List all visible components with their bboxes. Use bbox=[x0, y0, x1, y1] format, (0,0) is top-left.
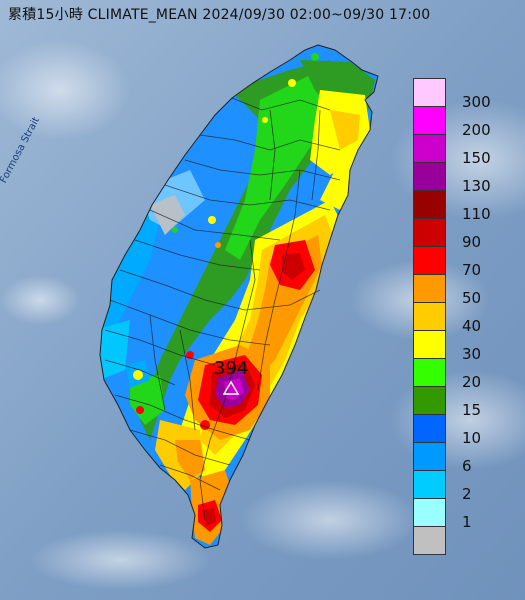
map-title: 累積15小時 CLIMATE_MEAN 2024/09/30 02:00~09/… bbox=[8, 7, 431, 23]
legend-swatch bbox=[413, 470, 446, 499]
legend-label: 40 bbox=[462, 317, 482, 335]
legend-label: 130 bbox=[462, 177, 491, 195]
legend-swatch bbox=[413, 106, 446, 135]
legend-swatch bbox=[413, 330, 446, 359]
rainfall-legend-colorbar bbox=[413, 78, 446, 555]
legend-label: 30 bbox=[462, 345, 482, 363]
legend-label: 110 bbox=[462, 205, 491, 223]
max-rainfall-value: 394 bbox=[214, 358, 249, 379]
legend-swatch bbox=[413, 442, 446, 471]
legend-label: 300 bbox=[462, 93, 491, 111]
legend-swatch bbox=[413, 78, 446, 107]
legend-label: 20 bbox=[462, 373, 482, 391]
legend-swatch bbox=[413, 302, 446, 331]
legend-swatch bbox=[413, 218, 446, 247]
legend-swatch bbox=[413, 498, 446, 527]
legend-swatch bbox=[413, 358, 446, 387]
legend-swatch bbox=[413, 386, 446, 415]
legend-swatch bbox=[413, 526, 446, 555]
legend-swatch bbox=[413, 246, 446, 275]
legend-swatch bbox=[413, 134, 446, 163]
legend-label: 15 bbox=[462, 401, 482, 419]
legend-label: 70 bbox=[462, 261, 482, 279]
legend-label: 2 bbox=[462, 485, 472, 503]
legend-label: 10 bbox=[462, 429, 482, 447]
legend-label: 1 bbox=[462, 513, 472, 531]
legend-label: 150 bbox=[462, 149, 491, 167]
legend-label: 50 bbox=[462, 289, 482, 307]
township-boundaries bbox=[104, 97, 341, 521]
legend-swatch bbox=[413, 190, 446, 219]
legend-swatch bbox=[413, 274, 446, 303]
legend-swatch bbox=[413, 414, 446, 443]
legend-label: 90 bbox=[462, 233, 482, 251]
max-station-marker-icon bbox=[222, 380, 240, 395]
legend-label: 200 bbox=[462, 121, 491, 139]
legend-label: 6 bbox=[462, 457, 472, 475]
legend-swatch bbox=[413, 162, 446, 191]
